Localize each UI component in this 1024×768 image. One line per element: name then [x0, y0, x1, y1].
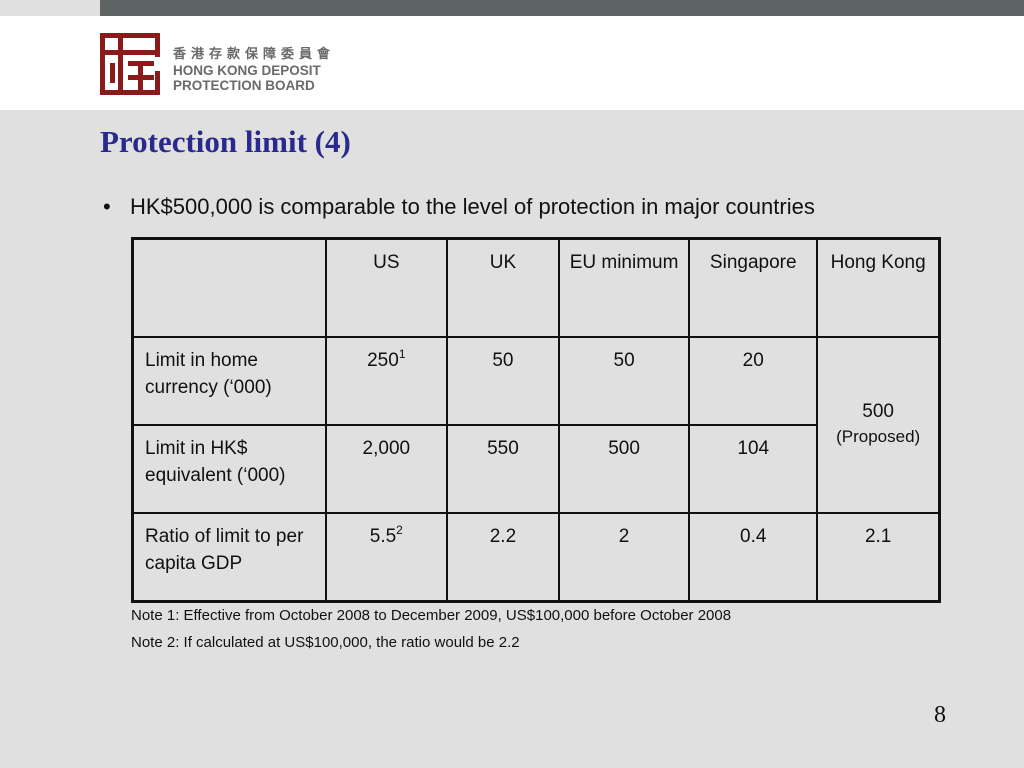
- footnotes: Note 1: Effective from October 2008 to D…: [131, 602, 731, 656]
- row-label: Limit in home currency (‘000): [131, 336, 327, 426]
- logo-english-name-line1: HONG KONG DEPOSIT: [173, 63, 321, 78]
- logo-chinese-name: 香港存款保障委員會: [173, 47, 336, 62]
- page-number: 8: [934, 702, 946, 728]
- cell-uk: 50: [445, 336, 561, 426]
- cell-singapore: 20: [688, 336, 819, 426]
- footnote-marker: 1: [398, 347, 406, 361]
- table-row: Ratio of limit to per capita GDP 5.52 2.…: [131, 512, 941, 603]
- header-band: [0, 16, 1024, 110]
- header-cell-eu: EU minimum: [557, 237, 691, 338]
- bullet-text: HK$500,000 is comparable to the level of…: [130, 194, 815, 219]
- cell-us: 2,000: [324, 424, 448, 514]
- cell-value: 5.5: [369, 526, 397, 547]
- cell-singapore: 0.4: [688, 512, 819, 603]
- header-cell-empty: [131, 237, 327, 338]
- cell-eu: 500: [557, 424, 691, 514]
- header-cell-uk: UK: [445, 237, 561, 338]
- cell-hong-kong: 2.1: [816, 512, 941, 603]
- footnote-1: Note 1: Effective from October 2008 to D…: [131, 607, 732, 624]
- cell-us: 5.52: [324, 512, 448, 603]
- cell-uk: 2.2: [445, 512, 561, 603]
- logo-english-name-line2: PROTECTION BOARD: [173, 78, 315, 93]
- cell-hong-kong-merged: 500 (Proposed): [816, 336, 941, 514]
- cell-singapore: 104: [688, 424, 819, 514]
- table-row: Limit in HK$ equivalent (‘000) 2,000 550…: [131, 424, 940, 514]
- bullet-dot-icon: •: [103, 194, 111, 219]
- footnote-marker: 2: [396, 523, 403, 537]
- table-header-row: US UK EU minimum Singapore Hong Kong: [131, 237, 941, 338]
- header-cell-hong-kong: Hong Kong: [816, 237, 941, 338]
- header-cell-singapore: Singapore: [688, 237, 819, 338]
- cell-value: 250: [367, 350, 399, 371]
- cell-uk: 550: [445, 424, 561, 514]
- top-accent-bar: [100, 0, 1024, 16]
- cell-eu: 50: [557, 336, 691, 426]
- cell-eu: 2: [557, 512, 691, 603]
- footnote-2: Note 2: If calculated at US$100,000, the…: [131, 634, 520, 651]
- hk-proposed-value: 500: [862, 400, 894, 422]
- logo-text: 香港存款保障委員會 HONG KONG DEPOSIT PROTECTION B…: [173, 47, 373, 93]
- cell-us: 2501: [324, 336, 448, 426]
- comparison-table: US UK EU minimum Singapore Hong Kong Lim…: [131, 237, 941, 603]
- table-row: Limit in home currency (‘000) 2501 50 50…: [131, 336, 941, 514]
- hkdpb-logo-icon: [100, 33, 160, 95]
- header-cell-us: US: [324, 237, 448, 338]
- slide-title: Protection limit (4): [100, 124, 351, 159]
- bullet-item: • HK$500,000 is comparable to the level o…: [103, 194, 815, 220]
- row-label: Limit in HK$ equivalent (‘000): [131, 424, 327, 514]
- row-label: Ratio of limit to per capita GDP: [131, 512, 327, 603]
- hk-proposed-note: (Proposed): [836, 426, 921, 446]
